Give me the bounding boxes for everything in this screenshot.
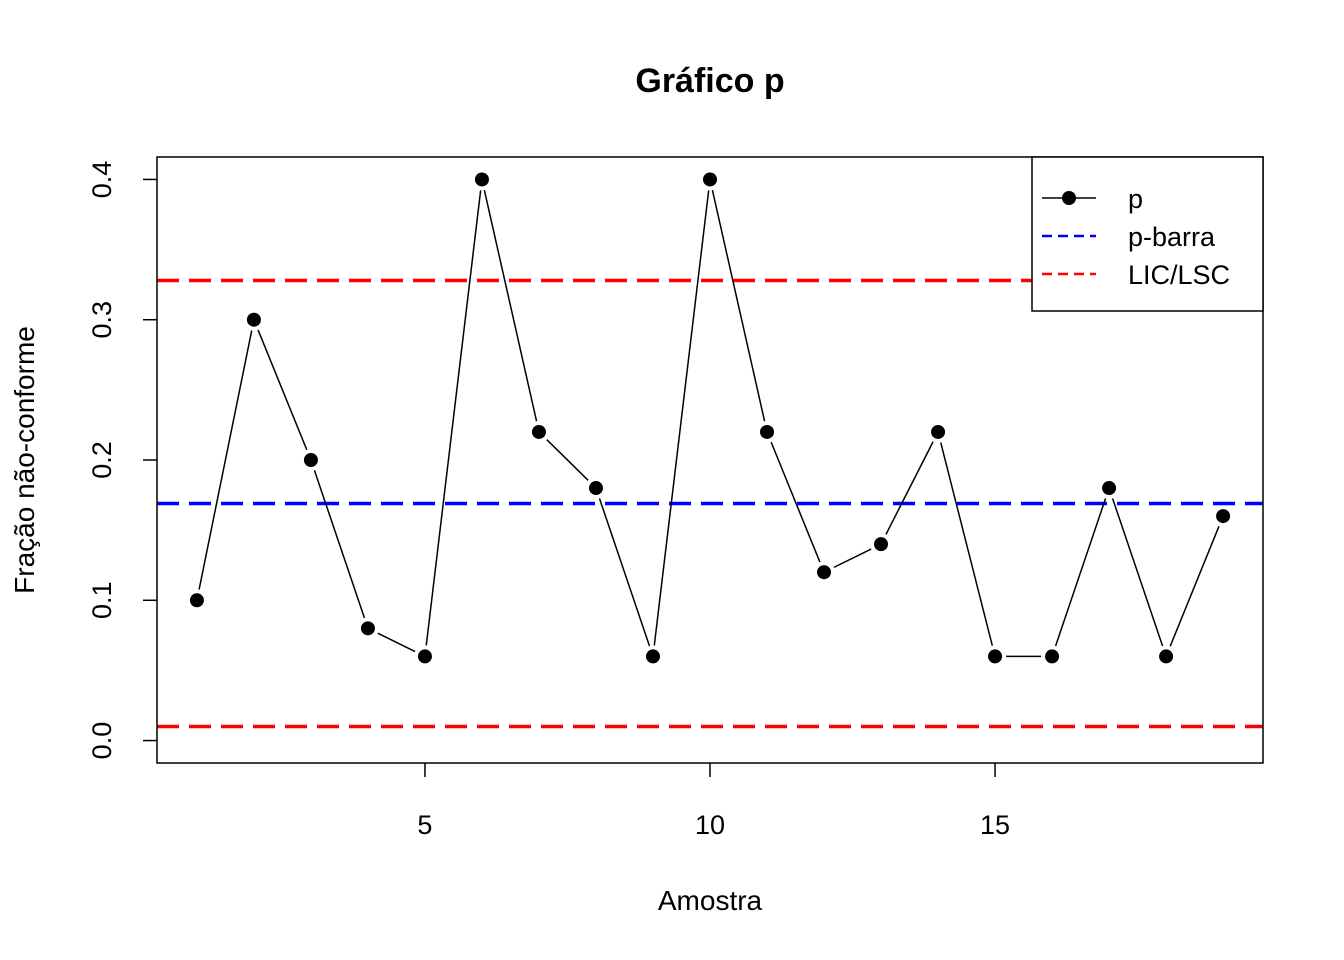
data-point-1-4	[360, 621, 375, 636]
series-layer	[189, 172, 1231, 664]
series-segment	[940, 442, 994, 646]
chart-title: Gráfico p	[635, 62, 784, 100]
data-point-1-17	[1102, 481, 1117, 496]
data-point-1-6	[474, 172, 489, 187]
y-tick-label: 0.1	[87, 582, 117, 620]
y-tick-label: 0.0	[87, 722, 117, 760]
legend-label-3: LIC/LSC	[1128, 260, 1230, 290]
data-point-1-7	[531, 424, 546, 439]
series-segment	[377, 632, 416, 653]
data-point-1-3	[303, 453, 318, 467]
x-tick-label: 10	[695, 810, 725, 840]
x-axis-label: Amostra	[658, 885, 763, 916]
data-point-1-12	[817, 565, 832, 580]
data-point-1-15	[988, 649, 1003, 664]
y-tick-label: 0.3	[87, 301, 117, 339]
data-point-1-10	[703, 172, 717, 187]
series-segment	[1054, 498, 1107, 647]
series-segment	[425, 190, 482, 646]
data-point-1-1	[189, 593, 204, 608]
series-segment	[1111, 498, 1164, 647]
series-segment	[885, 441, 934, 535]
data-point-1-14	[931, 424, 946, 439]
series-segment	[653, 190, 710, 646]
data-point-1-19	[1216, 509, 1231, 524]
series-segment	[313, 470, 366, 619]
series-segment	[1169, 526, 1220, 647]
data-point-1-11	[760, 424, 775, 439]
x-axis: 5 10 15	[417, 763, 1010, 840]
series-segment	[770, 441, 821, 563]
series-segment	[198, 330, 253, 590]
series-segment	[483, 190, 538, 422]
y-axis: 0.0 0.1 0.2 0.3 0.4	[87, 161, 157, 760]
y-tick-label: 0.2	[87, 441, 117, 479]
data-point-1-2	[246, 312, 261, 327]
legend-label-2: p-barra	[1128, 222, 1216, 252]
legend-box	[1031, 156, 1264, 312]
series-segment	[833, 548, 872, 569]
y-tick-label: 0.4	[87, 161, 117, 199]
y-axis-label: Fração não-conforme	[9, 326, 40, 594]
data-point-1-16	[1045, 649, 1060, 664]
series-segment	[257, 329, 308, 451]
plot-frame	[156, 156, 1264, 764]
data-point-1-9	[645, 649, 660, 664]
legend: p p-barra LIC/LSC	[1031, 156, 1264, 312]
series-segment	[711, 190, 766, 422]
series-segment	[598, 498, 651, 647]
data-point-1-13	[874, 537, 889, 552]
series-segment	[546, 439, 589, 481]
reference-lines	[157, 278, 1263, 729]
data-point-1-18	[1159, 649, 1174, 664]
legend-swatch-point	[1062, 191, 1076, 205]
data-point-1-5	[417, 649, 432, 664]
data-point-1-8	[588, 481, 603, 496]
x-tick-label: 15	[980, 810, 1010, 840]
x-tick-label: 5	[417, 810, 432, 840]
legend-label-1: p	[1128, 184, 1143, 214]
